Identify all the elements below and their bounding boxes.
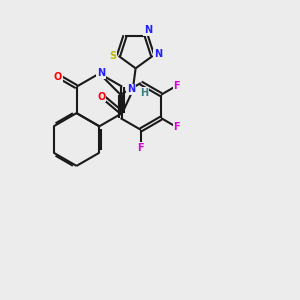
Text: O: O — [97, 92, 105, 102]
Text: H: H — [140, 88, 148, 98]
Text: N: N — [154, 50, 162, 59]
Text: N: N — [127, 84, 135, 94]
Text: F: F — [173, 122, 180, 132]
Text: O: O — [54, 72, 62, 82]
Text: N: N — [97, 68, 105, 79]
Text: S: S — [110, 51, 117, 61]
Text: N: N — [144, 25, 152, 35]
Text: F: F — [137, 143, 144, 153]
Text: F: F — [173, 81, 180, 91]
